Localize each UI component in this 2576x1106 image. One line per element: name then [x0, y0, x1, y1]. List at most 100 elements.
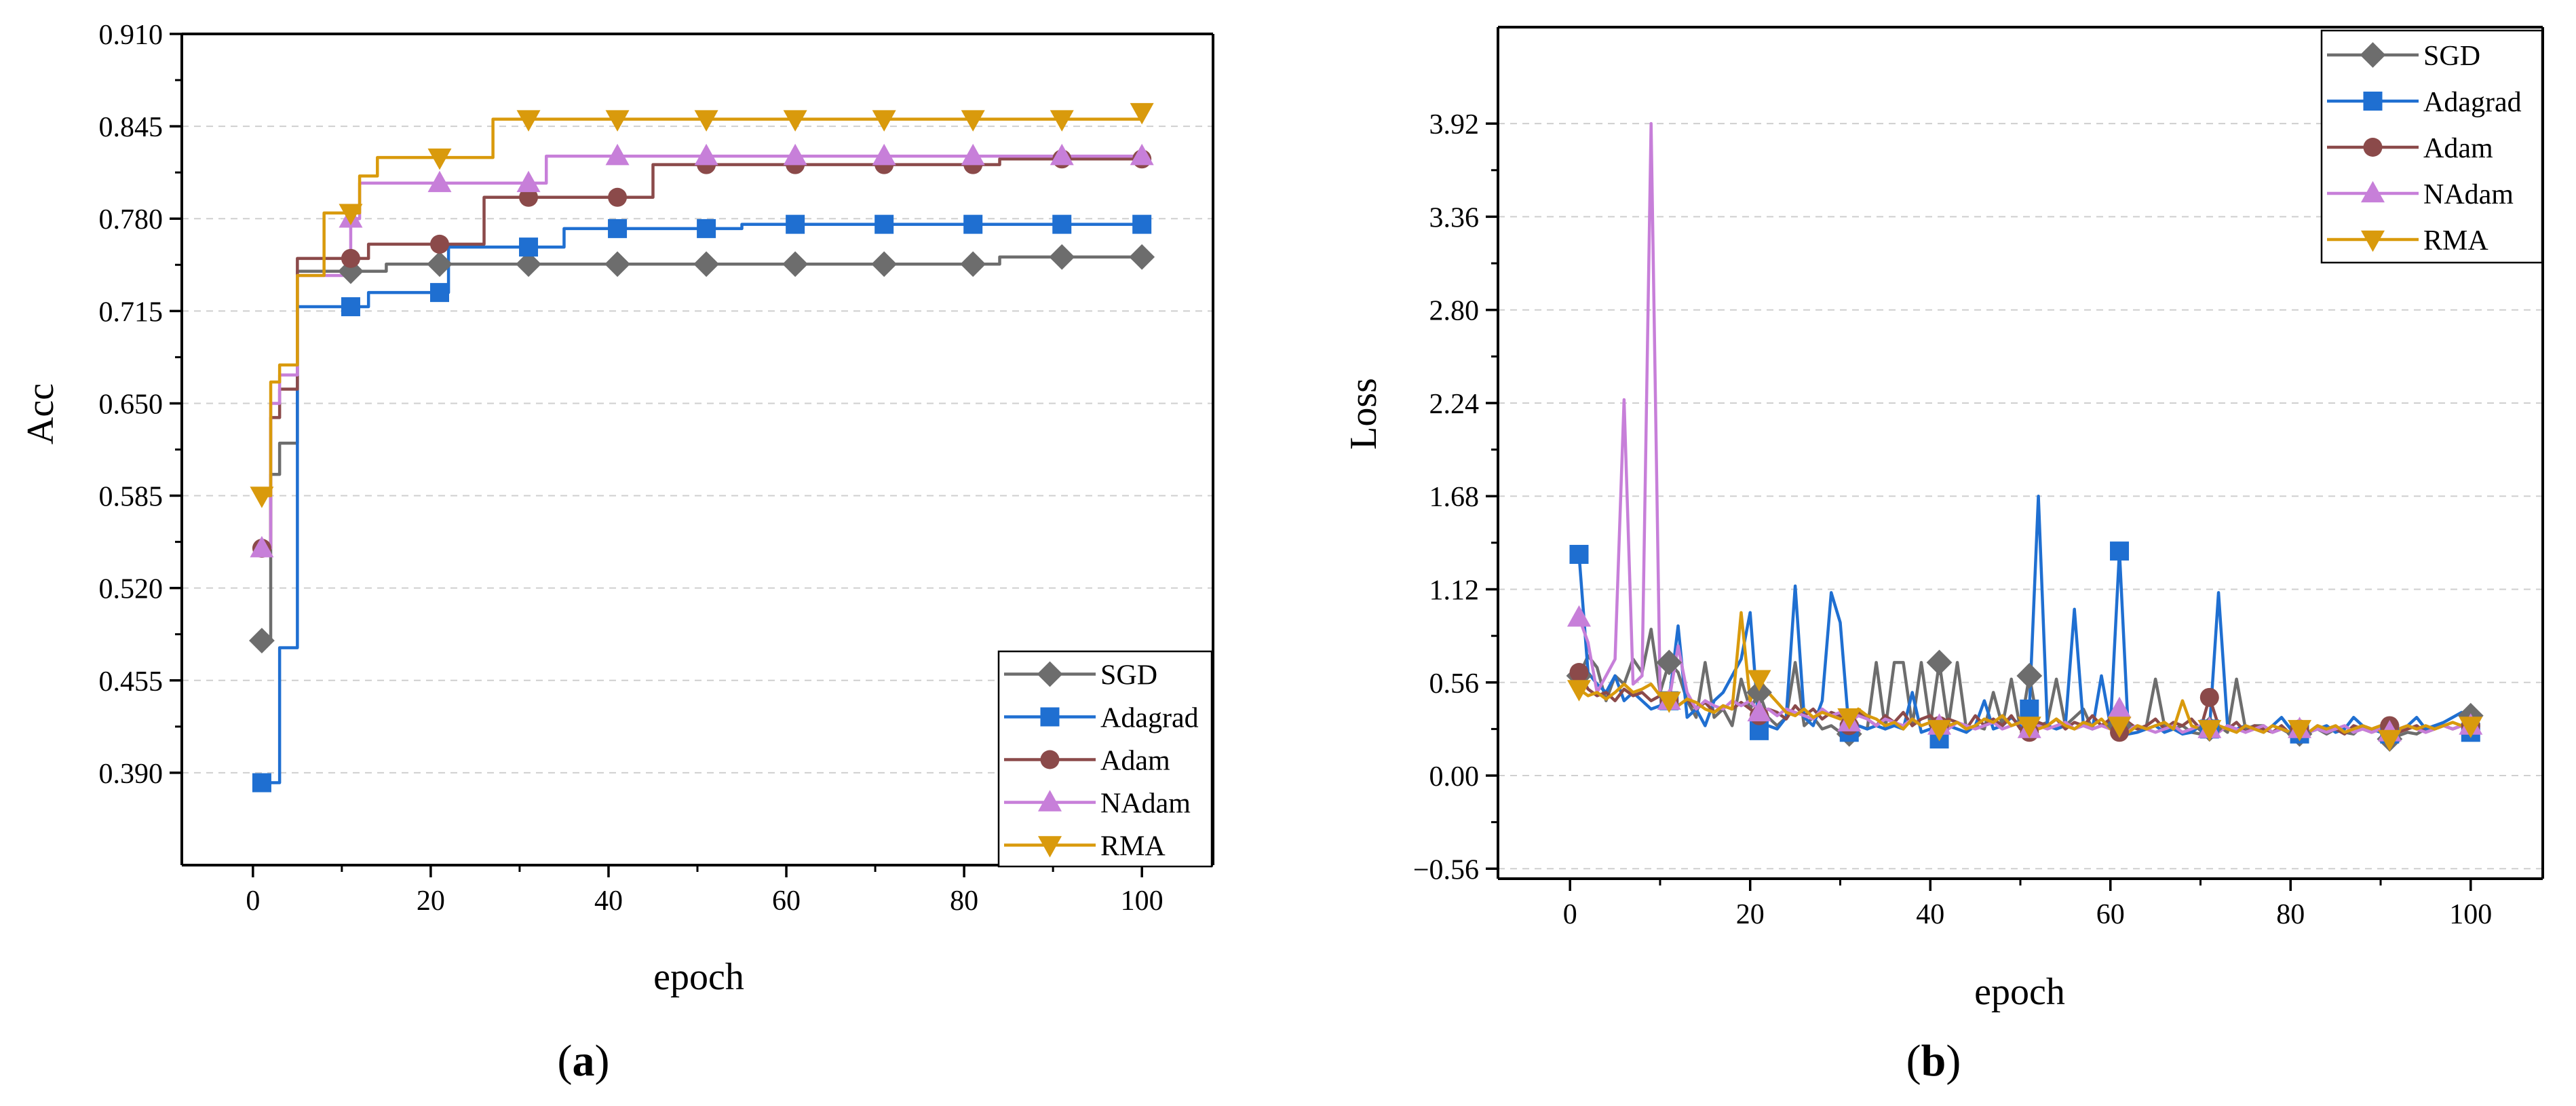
- data-point-sgd: [1049, 244, 1075, 270]
- legend-label: SGD: [1100, 660, 1157, 691]
- y-tick-label: 0.56: [1429, 668, 1480, 700]
- legend-swatch-marker: [1037, 661, 1063, 687]
- panel-letter-a: a: [573, 1036, 595, 1086]
- data-point-rma: [516, 110, 541, 132]
- y-tick-label: 2.24: [1429, 389, 1480, 420]
- data-point-adam: [430, 234, 449, 254]
- data-point-rma: [339, 204, 363, 226]
- y-tick-label: 0.715: [99, 297, 164, 328]
- data-point-adagrad: [1569, 545, 1589, 565]
- data-point-adagrad: [2020, 699, 2039, 719]
- y-tick-label: 2.80: [1429, 296, 1480, 327]
- data-point-adagrad: [1052, 214, 1072, 234]
- data-point-adam: [341, 248, 360, 268]
- x-tick-label: 20: [417, 885, 445, 917]
- legend-label: Adagrad: [2423, 87, 2522, 118]
- data-point-adagrad: [874, 214, 894, 234]
- data-point-rma: [427, 148, 452, 170]
- x-axis-label-b: epoch: [1974, 971, 2065, 1013]
- data-point-rma: [2288, 720, 2312, 742]
- data-point-rma: [2017, 717, 2041, 738]
- legend-label: RMA: [2423, 225, 2488, 256]
- x-tick-label: 20: [1736, 899, 1765, 930]
- data-point-nadam: [872, 143, 896, 166]
- y-tick-label: 0.845: [99, 112, 164, 143]
- y-tick-label: 0.585: [99, 482, 164, 513]
- data-point-rma: [1927, 720, 1952, 742]
- legend-label: Adam: [2423, 133, 2493, 164]
- panel-label-b: (b): [1906, 1036, 1961, 1086]
- y-tick-label: 1.12: [1429, 575, 1480, 606]
- legend-label: Adagrad: [1100, 703, 1199, 734]
- data-point-sgd: [516, 251, 541, 278]
- series-line-nadam: [261, 154, 1142, 550]
- y-tick-label: 3.92: [1429, 109, 1480, 140]
- data-point-sgd: [1656, 649, 1683, 676]
- data-point-adagrad: [2110, 541, 2130, 561]
- data-point-adagrad: [341, 297, 360, 317]
- data-point-rma: [2459, 717, 2483, 738]
- y-tick-label: 0.780: [99, 204, 164, 235]
- legend-swatch-marker: [1038, 790, 1062, 812]
- x-tick-label: 60: [772, 885, 801, 917]
- data-point-rma: [783, 110, 807, 132]
- data-point-rma: [1566, 680, 1591, 702]
- data-point-adagrad: [786, 214, 805, 234]
- y-tick-label: −0.56: [1413, 854, 1479, 885]
- legend-label: SGD: [2423, 41, 2480, 72]
- data-point-sgd: [427, 251, 453, 278]
- data-point-nadam: [427, 170, 452, 193]
- axes-b: 0 20 40 60 80 100 −0.56 0.00 0.56 1.12 1.68 2.24 2.8…: [1413, 26, 2544, 930]
- legend-b: SGD Adagrad Adam NAdam RMA: [2320, 29, 2543, 264]
- legend-swatch-marker: [2361, 180, 2385, 203]
- data-point-sgd: [249, 628, 275, 654]
- data-point-nadam: [1130, 143, 1154, 166]
- data-point-sgd: [871, 251, 898, 278]
- data-point-rma: [1050, 110, 1074, 132]
- series-line-sgd: [261, 255, 1142, 643]
- legend-swatch-marker: [2363, 92, 2383, 111]
- y-tick-label: 0.910: [99, 20, 164, 51]
- data-point-adagrad: [1132, 214, 1152, 234]
- data-point-rma: [2377, 729, 2402, 752]
- data-point-nadam: [2107, 696, 2132, 719]
- data-point-nadam: [961, 143, 985, 166]
- data-point-rma: [605, 110, 630, 132]
- y-tick-label: 1.68: [1429, 482, 1480, 513]
- x-tick-label: 100: [2449, 899, 2492, 930]
- data-point-sgd: [1746, 679, 1772, 706]
- x-axis-label-a: epoch: [653, 956, 744, 998]
- legend-swatch-marker: [2361, 230, 2385, 252]
- data-point-nadam: [250, 535, 274, 558]
- y-axis-label-a: Acc: [20, 383, 62, 444]
- x-tick-label: 0: [1563, 899, 1577, 930]
- data-point-nadam: [1747, 700, 1771, 722]
- data-point-sgd: [1129, 244, 1155, 270]
- data-point-sgd: [960, 251, 986, 278]
- data-point-nadam: [605, 143, 630, 166]
- axes-a: 0 20 40 60 80 100 0.390 0.455 0.520 0.585 0.650 0.7…: [99, 20, 1214, 917]
- data-point-rma: [872, 110, 896, 132]
- x-tick-label: 80: [2276, 899, 2305, 930]
- chart-panel-b: 0 20 40 60 80 100 −0.56 0.00 0.56 1.12 1.68 2.24 2.8…: [1343, 26, 2544, 1086]
- y-tick-label: 0.00: [1429, 761, 1480, 793]
- panel-letter-b: b: [1921, 1036, 1946, 1086]
- legend-label: NAdam: [2423, 179, 2514, 210]
- series-b: [1566, 121, 2484, 752]
- data-point-nadam: [516, 170, 541, 193]
- data-point-adagrad: [519, 237, 539, 257]
- legend-swatch-marker: [2360, 42, 2386, 68]
- series-line-adam: [261, 157, 1142, 550]
- data-point-adam: [519, 187, 539, 207]
- data-point-rma: [1657, 691, 1681, 713]
- data-point-rma: [2197, 720, 2222, 742]
- panel-label-a: (a): [558, 1036, 610, 1086]
- legend-swatch-marker: [1040, 750, 1060, 769]
- x-tick-label: 40: [594, 885, 623, 917]
- legend-swatch-marker: [1040, 707, 1060, 727]
- x-tick-label: 60: [2096, 899, 2125, 930]
- y-axis-label-b: Loss: [1343, 378, 1385, 450]
- data-point-rma: [694, 110, 718, 132]
- data-point-adam: [1569, 663, 1589, 683]
